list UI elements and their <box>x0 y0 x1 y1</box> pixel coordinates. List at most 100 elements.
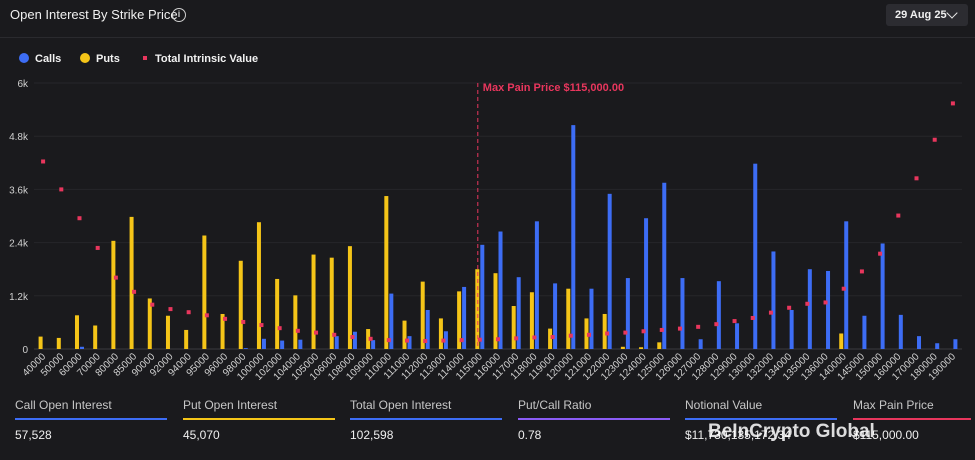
page-title: Open Interest By Strike Price <box>10 7 178 22</box>
tiv-point <box>441 338 446 343</box>
tiv-point <box>386 338 391 343</box>
tiv-point <box>314 330 319 335</box>
put-bar <box>548 328 553 349</box>
stat-value: 45,070 <box>183 428 220 442</box>
call-bar <box>498 231 503 349</box>
tiv-point <box>768 310 773 315</box>
put-bar <box>511 305 516 349</box>
tiv-point <box>150 302 155 307</box>
tiv-point <box>878 251 883 256</box>
tiv-point <box>59 187 64 192</box>
tiv-point <box>259 323 264 328</box>
tiv-point <box>514 336 519 341</box>
legend-calls[interactable]: Calls <box>19 53 61 65</box>
tiv-point <box>223 316 228 321</box>
stats-panel: Call Open Interest 57,528 Put Open Inter… <box>0 398 975 460</box>
call-bar <box>334 336 339 349</box>
put-bar <box>347 246 352 349</box>
put-bar <box>839 333 844 349</box>
tiv-point <box>350 335 355 340</box>
date-label: 29 Aug 25 <box>895 9 947 21</box>
put-bar <box>184 329 189 349</box>
chevron-down-icon <box>946 7 958 19</box>
tiv-point <box>423 339 428 344</box>
put-bar <box>366 329 371 349</box>
stat-max-pain: Max Pain Price $115,000.00 <box>853 398 973 442</box>
tiv-point <box>168 307 173 312</box>
y-tick-label: 3.6k <box>9 185 29 196</box>
stat-label: Put Open Interest <box>183 398 278 412</box>
put-bar <box>529 292 534 349</box>
call-bar <box>625 278 630 349</box>
tiv-point <box>186 310 191 315</box>
legend-tiv[interactable]: Total Intrinsic Value <box>143 53 258 65</box>
stat-label: Put/Call Ratio <box>518 398 592 412</box>
call-bar <box>607 193 612 349</box>
stat-underline <box>685 418 837 420</box>
info-icon[interactable]: i <box>172 8 186 22</box>
call-bar <box>807 269 812 349</box>
tiv-point <box>714 322 719 327</box>
put-bar <box>147 298 152 349</box>
call-bar <box>589 288 594 349</box>
tiv-point <box>586 332 591 337</box>
tiv-point <box>677 326 682 331</box>
call-bar <box>680 278 685 349</box>
call-bar <box>79 346 84 349</box>
put-bar <box>293 295 298 349</box>
watermark: BeInCrypto Global <box>708 421 875 442</box>
put-bar <box>111 240 116 349</box>
date-select[interactable]: 29 Aug 25 <box>886 4 968 26</box>
calls-dot-icon <box>19 53 29 63</box>
tiv-point <box>77 216 82 221</box>
tiv-square-icon <box>143 56 147 60</box>
call-bar <box>534 221 539 349</box>
y-tick-label: 0 <box>22 345 28 356</box>
put-bar <box>220 313 225 349</box>
call-bar <box>371 340 376 349</box>
tiv-point <box>659 327 664 332</box>
tiv-point <box>787 305 792 310</box>
put-bar <box>165 315 170 349</box>
put-bar <box>457 291 462 349</box>
tiv-point <box>295 328 300 333</box>
call-bar <box>280 340 285 349</box>
put-bar <box>74 315 79 349</box>
put-bar <box>402 320 407 349</box>
tiv-point <box>914 176 919 181</box>
tiv-point <box>859 269 864 274</box>
y-tick-label: 2.4k <box>9 239 29 250</box>
tiv-point <box>405 338 410 343</box>
call-bar <box>771 251 776 349</box>
tiv-point <box>841 286 846 291</box>
tiv-point <box>277 326 282 331</box>
call-bar <box>553 283 558 349</box>
legend-tiv-label: Total Intrinsic Value <box>155 53 259 65</box>
call-bar <box>826 270 831 349</box>
call-bar <box>261 338 266 349</box>
put-bar <box>256 222 261 349</box>
legend-puts-label: Puts <box>96 53 120 65</box>
tiv-point <box>896 213 901 218</box>
call-bar <box>352 331 357 349</box>
call-bar <box>462 286 467 349</box>
call-bar <box>662 182 667 349</box>
legend-calls-label: Calls <box>35 53 62 65</box>
tiv-point <box>950 101 955 106</box>
stat-label: Notional Value <box>685 398 763 412</box>
tiv-point <box>550 335 555 340</box>
put-bar <box>238 260 243 349</box>
put-bar <box>493 273 498 349</box>
divider <box>0 37 975 38</box>
stat-call-oi: Call Open Interest 57,528 <box>15 398 170 442</box>
call-bar <box>698 339 703 349</box>
call-bar <box>898 314 903 349</box>
tiv-point <box>696 324 701 329</box>
legend-puts[interactable]: Puts <box>80 53 120 65</box>
tiv-point <box>132 289 137 294</box>
call-bar <box>389 293 394 349</box>
tiv-point <box>477 337 482 342</box>
stat-value: 102,598 <box>350 428 394 442</box>
tiv-point <box>496 337 500 342</box>
call-bar <box>880 243 885 349</box>
